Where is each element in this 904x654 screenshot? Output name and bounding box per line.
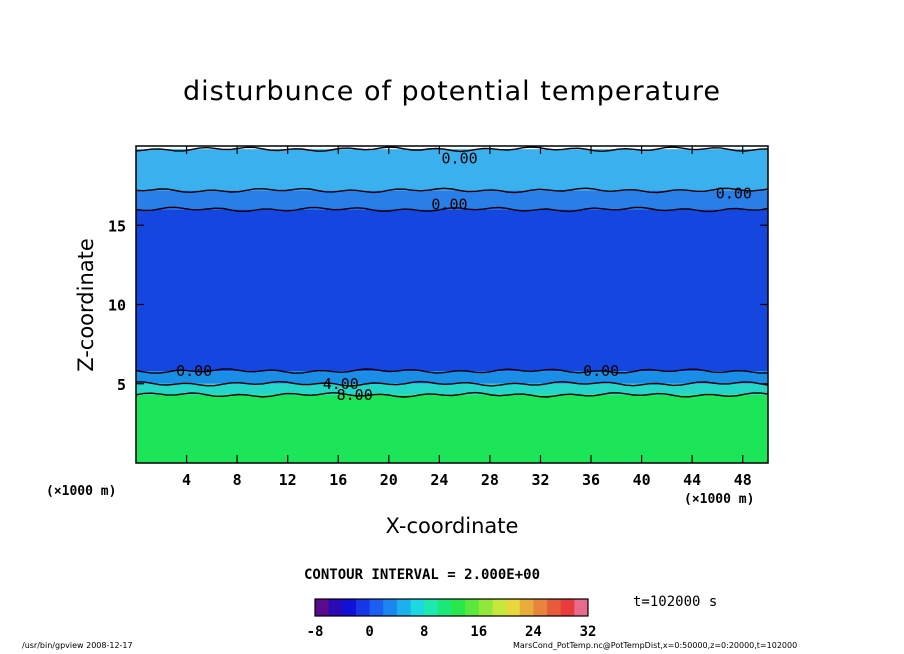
colorbar-swatch-15 [519,599,534,616]
x-unit-label-right: (×1000 m) [684,492,755,507]
time-label: t=102000 s [633,594,718,610]
x-axis-label: X-coordinate [385,514,519,538]
colorbar-swatch-19 [574,599,589,616]
chart-title: disturbunce of potential temperature [183,76,721,107]
contour-band-2 [136,371,768,384]
colorbar-swatch-7 [410,599,425,616]
colorbar-swatch-11 [465,599,480,616]
contour-band-4 [136,190,768,210]
contour-line-3 [135,206,769,213]
colorbar-tick-label-2: 8 [420,624,428,640]
colorbar-swatch-1 [328,599,343,616]
contour-line-2 [135,368,769,374]
x-tick-label-2: 12 [279,471,297,489]
contour-line-0 [135,391,769,398]
colorbar-swatch-6 [396,599,412,616]
colorbar-swatch-4 [369,599,384,616]
contour-label-6: 8.00 [337,386,373,404]
colorbar-swatch-17 [547,599,562,616]
colorbar-swatch-18 [560,599,575,616]
x-tick-label-6: 28 [481,471,499,489]
contour-label-5: 4.00 [323,375,359,393]
x-tick-label-11: 48 [734,471,752,489]
x-tick-label-8: 36 [582,471,600,489]
x-tick-label-4: 20 [380,471,398,489]
contour-label-0: 0.00 [442,150,478,168]
contour-line-4 [135,187,769,194]
contour-label-3: 0.00 [176,362,212,380]
contour-band-1 [136,383,768,395]
contour-band-0 [136,394,768,463]
contour-interval-label: CONTOUR INTERVAL = 2.000E+00 [304,567,541,583]
x-tick-label-0: 4 [182,471,191,489]
colorbar-tick-label-1: 0 [365,624,373,640]
colorbar-frame [314,598,589,617]
x-unit-label-left: (×1000 m) [46,484,117,499]
colorbar-swatch-9 [437,599,452,616]
x-tick-label-7: 32 [531,471,549,489]
y-tick-label-2: 15 [108,217,126,235]
colorbar-swatch-0 [315,599,330,616]
colorbar-swatch-5 [383,599,398,616]
colorbar-swatch-3 [355,599,371,616]
x-tick-label-1: 8 [233,471,242,489]
x-tick-label-9: 40 [633,471,651,489]
footer-right-text: MarsCond_PotTemp.nc@PotTempDist,x=0:5000… [513,641,798,650]
colorbar-tick-label-4: 24 [525,624,542,640]
contour-label-2: 0.00 [431,196,467,214]
colorbar-swatch-10 [451,599,466,616]
contour-label-1: 0.00 [716,185,752,203]
colorbar-swatch-8 [424,599,439,616]
colorbar-swatch-14 [506,599,521,616]
x-tick-label-5: 24 [430,471,448,489]
colorbar-swatch-16 [533,599,548,616]
colorbar-swatch-12 [478,599,493,616]
x-tick-label-10: 44 [683,471,701,489]
colorbar-tick-label-5: 32 [580,624,597,640]
colorbar-swatch-13 [492,599,507,616]
colorbar-swatch-2 [342,599,357,616]
contour-line-5 [135,146,769,153]
y-tick-label-1: 10 [108,297,126,315]
colorbar-tick-label-0: -8 [307,624,324,640]
contour-band-3 [136,209,768,372]
y-tick-label-0: 5 [117,376,126,394]
contour-band-5 [136,149,768,191]
footer-left-text: /usr/bin/gpview 2008-12-17 [22,641,133,650]
colorbar-tick-label-3: 16 [470,624,487,640]
contour-line-1 [135,380,769,387]
x-tick-label-3: 16 [329,471,347,489]
contour-label-4: 0.00 [583,362,619,380]
